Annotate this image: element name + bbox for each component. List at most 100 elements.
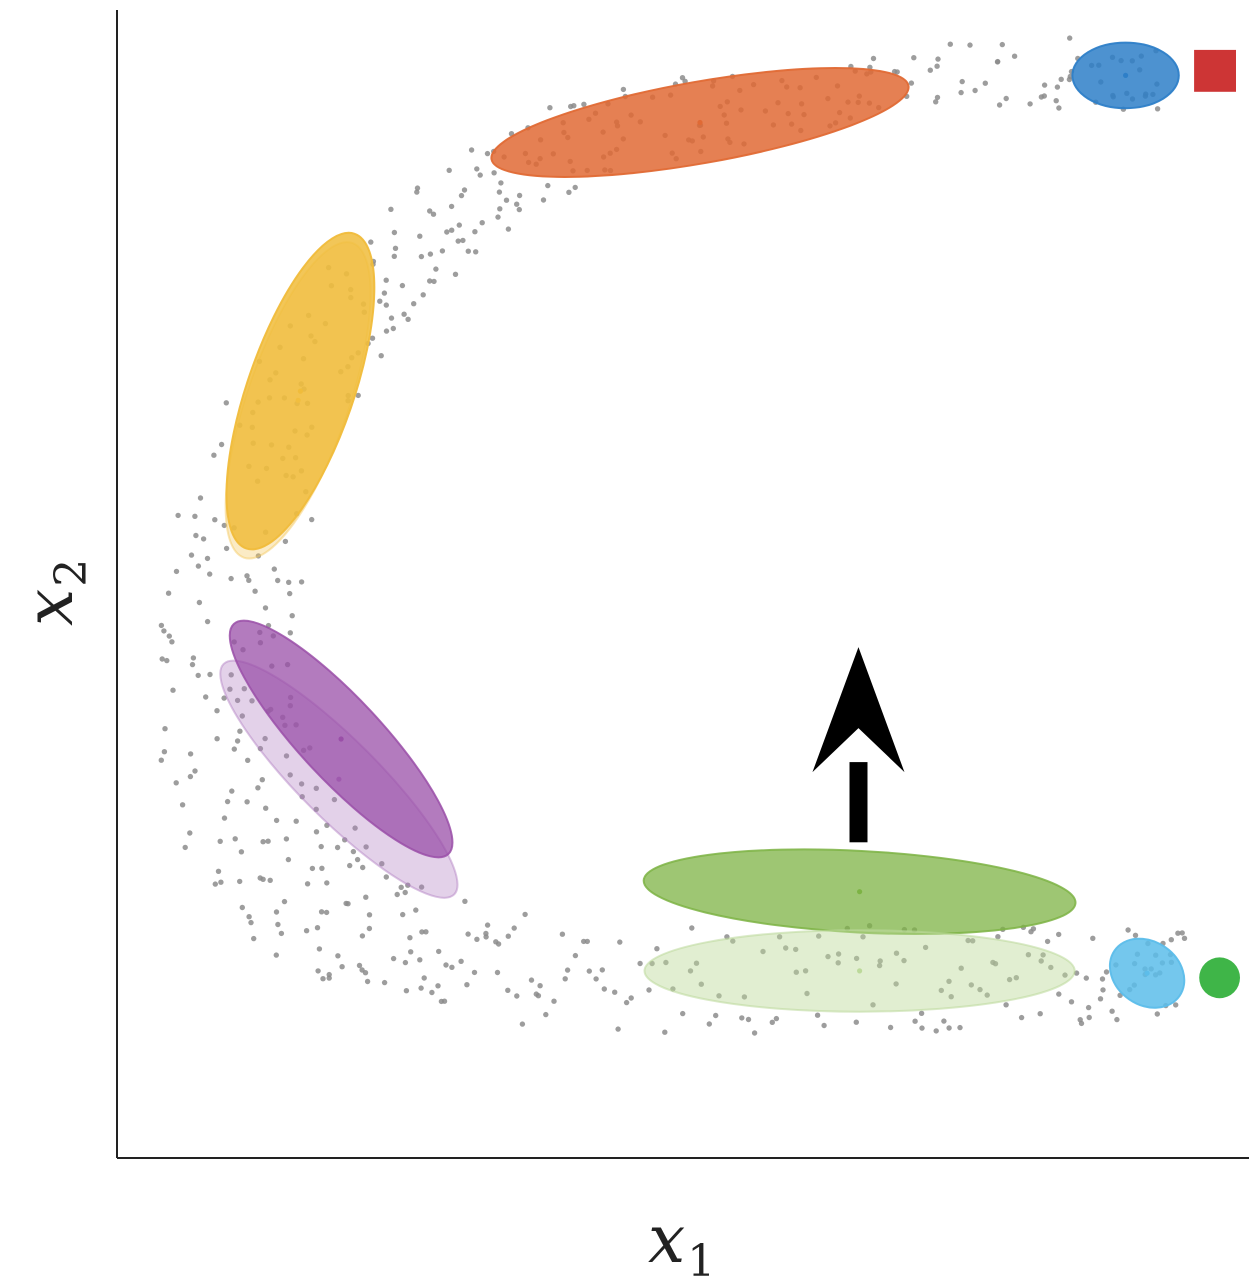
trajectory-dot (318, 909, 325, 915)
trajectory-dot (173, 780, 179, 786)
trajectory-dot (698, 981, 704, 987)
trajectory-dot (1066, 76, 1073, 83)
trajectory-dot (195, 672, 201, 679)
trajectory-dot (251, 935, 257, 942)
trajectory-dot (390, 325, 396, 332)
trajectory-dot (599, 967, 605, 973)
trajectory-dot (1056, 105, 1062, 111)
trajectory-dot (547, 105, 553, 111)
trajectory-dot (309, 516, 315, 523)
trajectory-dot (347, 862, 353, 869)
trajectory-dot (893, 981, 899, 987)
trajectory-dot (773, 1015, 780, 1022)
trajectory-dot (229, 788, 235, 794)
trajectory-dot (304, 881, 311, 887)
trajectory-dot (498, 180, 504, 186)
trajectory-dot (287, 630, 293, 636)
trajectory-dot (316, 946, 323, 952)
trajectory-dot (215, 868, 222, 874)
trajectory-dot (207, 571, 213, 577)
x-axis-label: x1 (648, 1201, 715, 1282)
trajectory-dot (164, 657, 170, 664)
trajectory-dot (265, 838, 271, 844)
trajectory-dot (368, 239, 374, 245)
trajectory-dot (970, 938, 976, 944)
trajectory-dot (468, 147, 475, 153)
trajectory-dot (298, 579, 305, 585)
trajectory-dot (383, 874, 389, 880)
gaussian-center-green-faint (857, 968, 863, 974)
trajectory-dot (255, 785, 261, 791)
gaussian-center-light-blue (1144, 970, 1150, 976)
trajectory-dot (1168, 937, 1175, 943)
trajectory-dot (175, 512, 181, 519)
trajectory-dot (169, 639, 175, 645)
arrow-head (812, 647, 905, 773)
trajectory-dot (182, 844, 188, 851)
trajectory-dot (249, 698, 255, 704)
trajectory-dot (313, 785, 319, 791)
trajectory-dot (162, 726, 168, 732)
trajectory-dot (769, 1019, 775, 1025)
trajectory-dot (335, 953, 341, 959)
trajectory-dot (402, 959, 409, 966)
trajectory-dot (313, 806, 319, 812)
trajectory-dot (366, 925, 373, 932)
trajectory-dot (383, 277, 389, 283)
trajectory-dot (1018, 1014, 1025, 1021)
trajectory-dot (193, 532, 199, 539)
trajectory-dot (484, 150, 491, 157)
trajectory-dot (887, 1024, 894, 1031)
trajectory-dot (402, 889, 408, 896)
trajectory-dot (197, 495, 204, 501)
trajectory-dot (192, 768, 198, 774)
trajectory-dot (388, 206, 394, 212)
trajectory-dot (287, 772, 293, 778)
trajectory-dot (369, 335, 376, 341)
trajectory-dot (161, 628, 167, 634)
trajectory-dot (259, 777, 265, 783)
trajectory-dot (946, 1025, 952, 1031)
trajectory-dot (999, 41, 1005, 48)
trajectory-dot (421, 975, 427, 981)
trajectory-dot (941, 1018, 947, 1024)
trajectory-dot (246, 914, 252, 920)
trajectory-dot (419, 929, 425, 935)
trajectory-dot (982, 80, 988, 86)
trajectory-dot (870, 1002, 876, 1008)
trajectory-dot (593, 976, 599, 982)
trajectory-dot (1086, 1014, 1092, 1021)
trajectory-dot (918, 1010, 925, 1016)
trajectory-dot (908, 80, 915, 86)
trajectory-dot (203, 694, 209, 700)
trajectory-dot (860, 934, 866, 940)
trajectory-dot (516, 206, 522, 213)
trajectory-dot (615, 1026, 621, 1032)
trajectory-dot (505, 933, 511, 939)
trajectory-dot (706, 1021, 712, 1027)
trajectory-dot (417, 957, 423, 963)
trajectory-dot (497, 206, 503, 212)
trajectory-dot (462, 898, 468, 904)
trajectory-dot (423, 929, 429, 935)
trajectory-dot (568, 103, 574, 110)
trajectory-dot (1114, 1016, 1120, 1023)
trajectory-dot (1175, 930, 1181, 936)
trajectory-dot (383, 328, 390, 334)
trajectory-dot (207, 671, 213, 678)
trajectory-dot (927, 67, 933, 73)
trajectory-dot (217, 838, 223, 844)
trajectory-dot (399, 282, 406, 289)
trajectory-dot (893, 950, 900, 956)
trajectory-dot (339, 964, 345, 970)
trajectory-dot (275, 577, 281, 584)
trajectory-dot (612, 989, 618, 995)
trajectory-dot (514, 993, 520, 999)
endpoint-markers (1194, 49, 1240, 999)
trajectory-dot (934, 63, 940, 69)
trajectory-dot (273, 952, 279, 958)
trajectory-dot (959, 78, 965, 85)
trajectory-dot (287, 590, 293, 597)
trajectory-dot (491, 170, 497, 176)
trajectory-dot (214, 736, 220, 742)
